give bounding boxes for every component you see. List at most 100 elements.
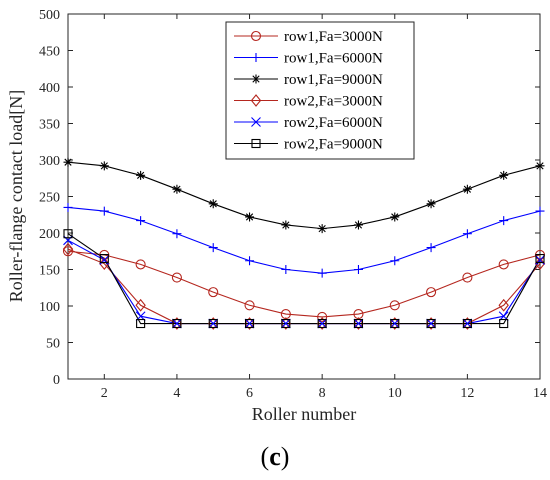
legend: row1,Fa=3000N row1,Fa=6000N row1,Fa=9000N r…	[225, 21, 415, 160]
data-point	[389, 317, 400, 330]
data-point	[136, 216, 146, 226]
data-point	[172, 229, 182, 239]
data-point	[426, 243, 436, 253]
x-tick-label: 2	[101, 386, 108, 401]
data-point	[425, 317, 437, 330]
data-point	[499, 216, 509, 226]
y-tick-label: 100	[39, 300, 60, 315]
data-point	[462, 184, 472, 194]
legend-entry: row2,Fa=3000N	[234, 94, 383, 110]
y-tick-label: 150	[39, 264, 60, 279]
data-point	[244, 318, 255, 329]
legend-label: row1,Fa=9000N	[284, 72, 383, 88]
axis-ticks: 2 4 6 8 10 12 14 0 50 100 150 200 250 300 350 400 450 500	[39, 8, 547, 401]
x-tick-label: 10	[388, 386, 402, 401]
data-point	[389, 318, 400, 329]
data-point	[353, 318, 364, 329]
data-point	[462, 229, 472, 239]
series-markers	[62, 157, 546, 330]
legend-label: row1,Fa=3000N	[284, 29, 383, 45]
data-point	[390, 212, 400, 222]
data-point	[208, 317, 219, 330]
data-point	[353, 265, 363, 274]
data-point	[99, 161, 109, 171]
data-point	[281, 265, 291, 274]
data-point	[208, 318, 219, 329]
data-point	[208, 318, 218, 329]
y-tick-label: 400	[39, 81, 60, 96]
data-point	[245, 256, 255, 266]
data-point	[462, 318, 473, 329]
legend-label: row2,Fa=6000N	[284, 115, 383, 131]
y-tick-label: 250	[39, 191, 60, 206]
data-point	[426, 199, 436, 209]
data-point	[426, 318, 436, 329]
data-point	[244, 318, 255, 329]
data-point	[136, 170, 146, 180]
y-tick-label: 0	[53, 373, 60, 388]
data-point	[353, 318, 364, 329]
data-point	[280, 318, 291, 329]
series-line-2	[67, 206, 541, 274]
y-tick-label: 450	[39, 45, 60, 60]
data-point	[462, 272, 473, 283]
data-point	[498, 259, 509, 270]
series-markers-3	[63, 157, 545, 234]
x-tick-label: 8	[319, 386, 326, 401]
data-point	[317, 268, 327, 278]
data-point	[208, 199, 218, 209]
y-tick-label: 50	[46, 337, 60, 352]
data-point	[389, 300, 400, 311]
series-markers-4	[62, 242, 546, 330]
data-point	[62, 246, 74, 257]
data-point	[390, 318, 400, 329]
data-point	[208, 287, 219, 298]
data-point	[535, 161, 545, 171]
data-point	[498, 298, 509, 312]
data-point	[317, 224, 327, 234]
legend-label: row2,Fa=9000N	[284, 137, 383, 153]
data-point	[317, 318, 328, 329]
data-point	[99, 257, 110, 271]
data-point	[353, 220, 363, 230]
series-line-3	[67, 161, 541, 230]
data-point	[244, 300, 255, 311]
data-point	[172, 318, 182, 329]
legend-marker	[250, 30, 262, 42]
data-point	[426, 287, 437, 298]
legend-entry: row1,Fa=9000N	[234, 72, 383, 88]
data-point	[317, 318, 327, 329]
data-point	[317, 311, 328, 323]
data-point	[208, 243, 218, 253]
x-tick-label: 4	[173, 386, 180, 401]
legend-entry: row1,Fa=3000N	[234, 29, 383, 45]
legend-marker	[251, 117, 261, 127]
data-point	[499, 170, 509, 180]
data-point	[172, 184, 182, 194]
data-point	[63, 229, 73, 239]
legend-entry: row1,Fa=6000N	[234, 51, 383, 67]
legend-marker	[250, 94, 262, 107]
data-point	[172, 318, 182, 329]
data-point	[499, 318, 509, 329]
data-point	[462, 317, 473, 330]
data-point	[426, 318, 436, 329]
y-tick-label: 350	[39, 118, 60, 133]
panel-label-letter: c	[269, 442, 281, 471]
y-tick-label: 200	[39, 227, 60, 242]
legend-marker	[251, 138, 261, 149]
data-point	[63, 202, 73, 212]
data-point	[353, 317, 364, 330]
legend-box	[225, 21, 415, 160]
series-markers-2	[63, 202, 545, 278]
x-tick-label: 14	[533, 386, 547, 401]
data-point	[244, 317, 255, 330]
data-point	[171, 272, 182, 283]
series-line-6	[67, 233, 541, 325]
data-point	[281, 318, 291, 329]
legend-entry: row2,Fa=9000N	[234, 137, 383, 153]
data-point	[135, 259, 146, 270]
x-tick-label: 12	[460, 386, 474, 401]
data-point	[62, 242, 74, 256]
